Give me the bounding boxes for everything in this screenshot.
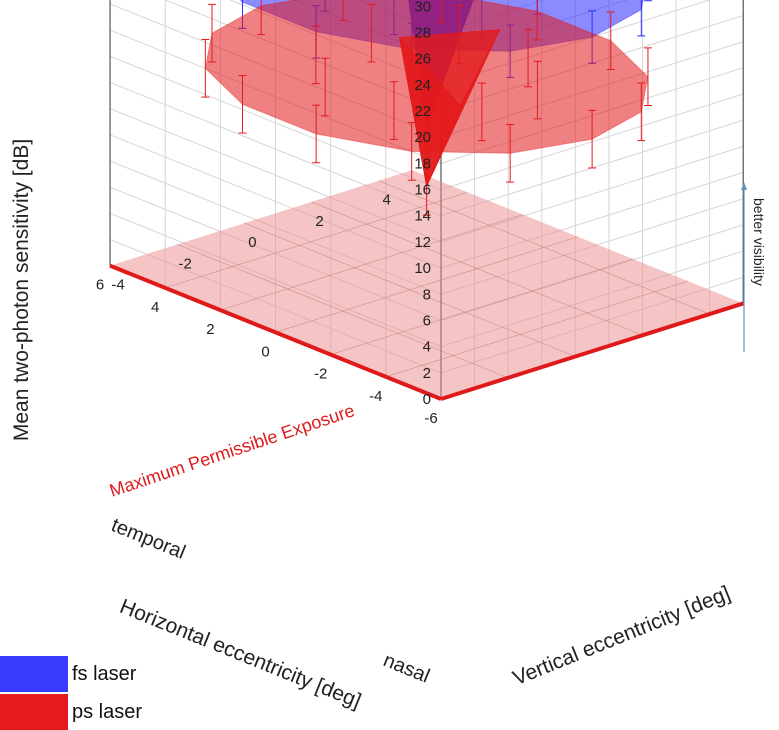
x-tick-label: -6 [424, 410, 437, 427]
z-tick-label: 14 [414, 208, 431, 225]
floor-grid-line [165, 192, 468, 289]
x-tick-label: 2 [206, 321, 214, 338]
legend-item-fs: fs laser [0, 656, 200, 692]
temporal-label: temporal [108, 514, 188, 564]
z-tick-label: 0 [423, 391, 431, 408]
floor-grid-line [378, 180, 710, 315]
mpe-floor [109, 170, 744, 401]
better-visibility-annotation: better visibility [741, 182, 767, 352]
x-tick-label: -4 [369, 388, 382, 405]
z-tick-label: 28 [414, 24, 431, 41]
series-1 [201, 0, 652, 216]
z-tick-label: 16 [414, 182, 431, 199]
floor-grid-line [177, 244, 509, 379]
y-axis-label: Vertical eccentricity [deg] [510, 582, 734, 690]
mpe-line [440, 301, 744, 401]
z-tick-label: 18 [414, 155, 431, 172]
z-tick-label: 30 [414, 0, 431, 15]
y-tick-label: 4 [383, 192, 391, 209]
floor-grid-line [244, 222, 576, 357]
floor-grid-line [275, 236, 578, 333]
z-axis-label: Mean two-photon sensitivity [dB] [10, 139, 33, 441]
nasal-label: nasal [380, 649, 433, 687]
y-tick-label: 0 [248, 234, 256, 251]
y-tick-label: -4 [111, 277, 124, 294]
z-tick-label: 12 [414, 234, 431, 251]
mpe-line [109, 263, 442, 401]
z-tick-label: 6 [423, 312, 431, 329]
surface-cone-facet [399, 36, 461, 188]
z-tick-label: 8 [423, 286, 431, 303]
legend-swatch-ps [0, 694, 68, 730]
z-tick-label: 22 [414, 103, 431, 120]
legend-swatch-fs [0, 656, 68, 692]
x-tick-label: 0 [261, 343, 269, 360]
y-tick-label: 2 [315, 213, 323, 230]
z-tick-label: 24 [414, 77, 431, 94]
z-tick-label: 20 [414, 129, 431, 146]
legend-item-ps: ps laser [0, 694, 200, 730]
legend-label-ps: ps laser [72, 701, 143, 723]
x-tick-label: 6 [96, 277, 104, 294]
floor-grid-line [220, 214, 523, 311]
floor-grid-line [311, 201, 643, 336]
x-tick-label: 4 [151, 299, 159, 316]
mpe-label: Maximum Permissible Exposure [107, 400, 357, 501]
legend-label-fs: fs laser [72, 663, 137, 685]
z-tick-label: 26 [414, 51, 431, 68]
z-tick-label: 4 [423, 339, 431, 356]
y-tick-label: -2 [179, 255, 192, 272]
floor-grid-line [385, 280, 689, 378]
z-tick-label: 2 [423, 365, 431, 382]
better-visibility-label: better visibility [751, 198, 767, 286]
x-tick-label: -2 [314, 366, 327, 383]
series-layer [201, 0, 652, 216]
floor-grid-line [330, 258, 633, 355]
z-tick-label: 10 [414, 260, 431, 277]
